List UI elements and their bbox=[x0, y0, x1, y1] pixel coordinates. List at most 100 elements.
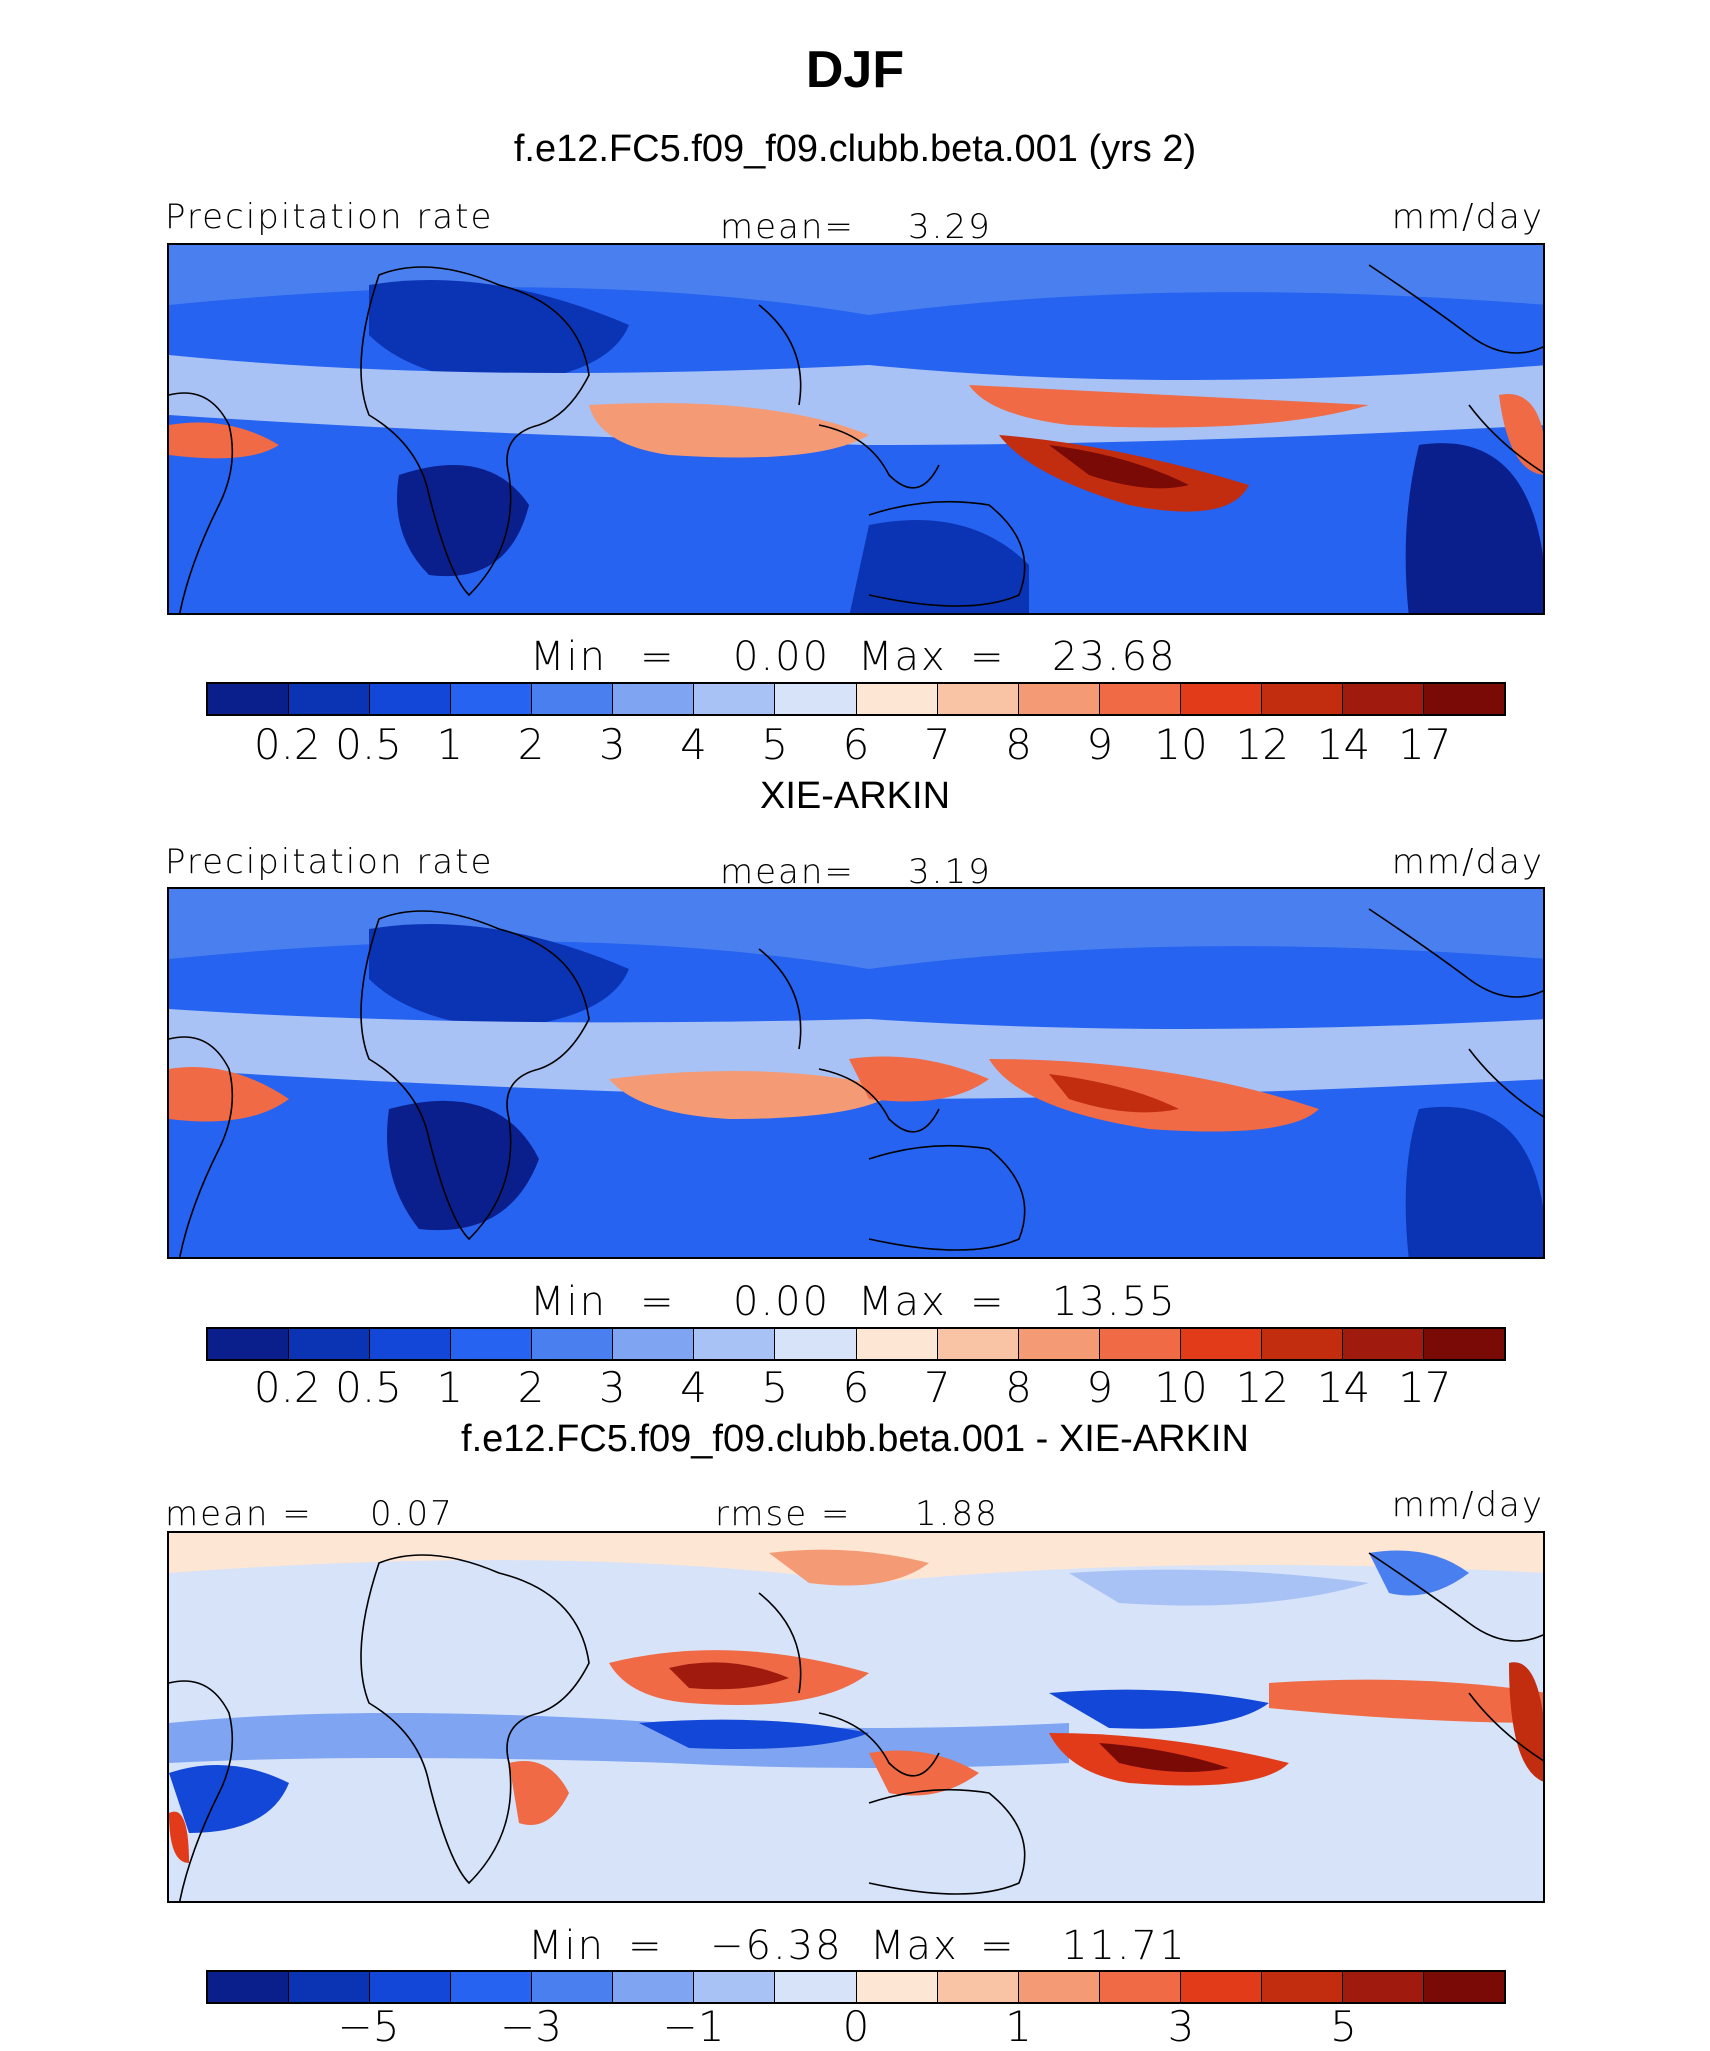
colorbar-swatch bbox=[1099, 684, 1181, 714]
panel1-mean-label: mean= bbox=[720, 207, 855, 247]
colorbar-swatch bbox=[532, 1972, 614, 2002]
colorbar-swatch bbox=[775, 1972, 857, 2002]
colorbar-swatch bbox=[613, 1972, 695, 2002]
panel1-colorbar bbox=[206, 682, 1506, 716]
colorbar-tick-label: 17 bbox=[1398, 1363, 1452, 1412]
panel1-max-value: 23.68 bbox=[1052, 634, 1177, 680]
colorbar-tick-label: 1 bbox=[1005, 2002, 1032, 2051]
colorbar-tick-label: 5 bbox=[761, 720, 789, 769]
colorbar-tick-label: 14 bbox=[1316, 720, 1371, 769]
colorbar-swatch bbox=[208, 1972, 290, 2002]
colorbar-tick-label: 1 bbox=[436, 720, 464, 769]
colorbar-swatch bbox=[856, 1972, 938, 2002]
panel3-mean-value: 0.07 bbox=[370, 1494, 454, 1534]
colorbar-tick-label: 4 bbox=[680, 720, 707, 769]
colorbar-swatch bbox=[451, 1329, 533, 1359]
colorbar-tick-label: 6 bbox=[842, 720, 870, 769]
panel3-rmse-label: rmse = bbox=[715, 1494, 852, 1534]
panel2-min-value: 0.00 bbox=[733, 1279, 831, 1325]
colorbar-swatch bbox=[289, 1329, 371, 1359]
colorbar-tick-label: 5 bbox=[761, 1363, 789, 1412]
colorbar-tick-label: 0.5 bbox=[335, 1363, 402, 1412]
colorbar-swatch bbox=[1099, 1329, 1181, 1359]
colorbar-tick-label: 3 bbox=[598, 720, 626, 769]
colorbar-tick-label: −5 bbox=[337, 2002, 400, 2051]
panel1-map bbox=[167, 243, 1545, 615]
colorbar-swatch bbox=[856, 684, 938, 714]
panel1-min-value: 0.00 bbox=[733, 634, 831, 680]
colorbar-swatch bbox=[937, 1972, 1019, 2002]
colorbar-swatch bbox=[1342, 1972, 1424, 2002]
colorbar-swatch bbox=[532, 1329, 614, 1359]
panel3-max-label: Max bbox=[870, 1923, 959, 1969]
panel3-max-eq: = bbox=[980, 1923, 1016, 1969]
panel1-min-eq: = bbox=[640, 634, 676, 680]
colorbar-swatch bbox=[1423, 1972, 1504, 2002]
panel2-max-value: 13.55 bbox=[1052, 1279, 1177, 1325]
colorbar-tick-label: 7 bbox=[923, 720, 951, 769]
colorbar-swatch bbox=[1018, 684, 1100, 714]
colorbar-tick-label: 0.5 bbox=[335, 720, 402, 769]
colorbar-swatch bbox=[208, 1329, 290, 1359]
colorbar-tick-label: 17 bbox=[1398, 720, 1452, 769]
colorbar-tick-label: 1 bbox=[436, 1363, 464, 1412]
panel2-mean-value: 3.19 bbox=[908, 852, 992, 892]
panel1-caption: f.e12.FC5.f09_f09.clubb.beta.001 (yrs 2) bbox=[513, 128, 1197, 170]
figure-title: DJF bbox=[805, 41, 905, 99]
panel3-colorbar bbox=[206, 1970, 1506, 2004]
colorbar-tick-label: 12 bbox=[1235, 720, 1289, 769]
colorbar-tick-label: 10 bbox=[1154, 720, 1208, 769]
colorbar-swatch bbox=[937, 1329, 1019, 1359]
colorbar-tick-label: 9 bbox=[1086, 720, 1114, 769]
panel1-map-graphic bbox=[169, 245, 1543, 613]
panel1-variable: Precipitation rate bbox=[165, 197, 494, 237]
colorbar-swatch bbox=[451, 684, 533, 714]
colorbar-tick-label: 8 bbox=[1005, 1363, 1032, 1412]
panel3-map-graphic bbox=[169, 1533, 1543, 1901]
colorbar-tick-label: 14 bbox=[1316, 1363, 1371, 1412]
panel2-map-graphic bbox=[169, 889, 1543, 1257]
colorbar-tick-label: 4 bbox=[680, 1363, 707, 1412]
panel1-min-label: Min bbox=[530, 634, 607, 680]
colorbar-tick-label: 2 bbox=[517, 720, 545, 769]
colorbar-swatch bbox=[1261, 1329, 1343, 1359]
colorbar-tick-label: 3 bbox=[598, 1363, 626, 1412]
colorbar-swatch bbox=[613, 684, 695, 714]
panel1-max-eq: = bbox=[970, 634, 1006, 680]
colorbar-tick-label: −3 bbox=[500, 2002, 562, 2051]
panel2-unit: mm/day bbox=[1391, 842, 1544, 882]
colorbar-swatch bbox=[1018, 1972, 1100, 2002]
colorbar-swatch bbox=[289, 684, 371, 714]
panel3-unit: mm/day bbox=[1391, 1485, 1544, 1525]
colorbar-tick-label: 5 bbox=[1330, 2002, 1357, 2051]
colorbar-tick-label: 7 bbox=[923, 1363, 951, 1412]
colorbar-tick-label: 6 bbox=[842, 1363, 870, 1412]
panel3-min-label: Min bbox=[528, 1923, 605, 1969]
colorbar-tick-label: 0 bbox=[842, 2002, 870, 2051]
colorbar-swatch bbox=[775, 684, 857, 714]
panel2-mean-label: mean= bbox=[720, 852, 855, 892]
colorbar-tick-label: −1 bbox=[662, 2002, 725, 2051]
colorbar-swatch bbox=[694, 1329, 776, 1359]
panel3-rmse-value: 1.88 bbox=[915, 1494, 999, 1534]
panel1-unit: mm/day bbox=[1391, 197, 1544, 237]
colorbar-swatch bbox=[370, 684, 452, 714]
panel2-caption: XIE-ARKIN bbox=[759, 775, 951, 817]
panel3-map bbox=[167, 1531, 1545, 1903]
colorbar-swatch bbox=[1099, 1972, 1181, 2002]
panel3-mean-label: mean = bbox=[165, 1494, 313, 1534]
colorbar-swatch bbox=[1180, 684, 1262, 714]
panel2-map bbox=[167, 887, 1545, 1259]
colorbar-tick-label: 12 bbox=[1235, 1363, 1289, 1412]
colorbar-swatch bbox=[370, 1972, 452, 2002]
colorbar-swatch bbox=[1423, 1329, 1504, 1359]
colorbar-swatch bbox=[1180, 1972, 1262, 2002]
colorbar-tick-label: 0.2 bbox=[253, 720, 321, 769]
panel1-mean-value: 3.29 bbox=[908, 207, 992, 247]
panel2-min-label: Min bbox=[530, 1279, 607, 1325]
colorbar-swatch bbox=[694, 684, 776, 714]
panel2-variable: Precipitation rate bbox=[165, 842, 494, 882]
colorbar-tick-label: 2 bbox=[517, 1363, 545, 1412]
colorbar-swatch bbox=[1342, 684, 1424, 714]
colorbar-swatch bbox=[1180, 1329, 1262, 1359]
